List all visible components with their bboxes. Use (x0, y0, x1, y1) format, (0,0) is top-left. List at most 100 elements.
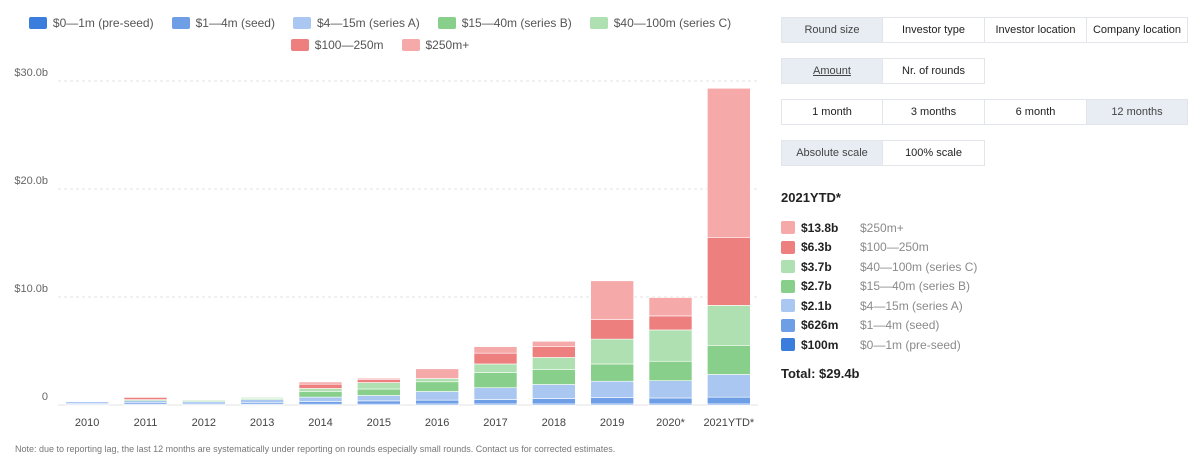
y-tick-label: $20.0b (14, 175, 48, 187)
legend-swatch (437, 17, 456, 29)
tab-amount[interactable]: Amount (781, 58, 883, 84)
summary-label: $250m+ (860, 220, 904, 235)
bar-segment (65, 401, 109, 404)
summary-row: $3.7b $40—100m (series C) (781, 257, 1181, 277)
legend-item-250m-plus[interactable]: $250m+ (401, 38, 469, 52)
legend-swatch (290, 39, 309, 51)
bar-segment (357, 388, 401, 396)
summary-value: $100m (801, 337, 839, 352)
x-tick-label: 2016 (425, 417, 449, 429)
summary-row: $2.7b $15—40m (series B) (781, 277, 1181, 297)
bar-segment (123, 397, 168, 400)
summary-row: $6.3b $100—250m (781, 238, 1181, 258)
tab-nr-of-rounds[interactable]: Nr. of rounds (882, 58, 985, 84)
summary-swatch (781, 221, 795, 235)
bar-segment (473, 352, 518, 365)
legend-item-pre-seed[interactable]: $0—1m (pre-seed) (28, 16, 154, 30)
legend-swatch (401, 39, 420, 51)
tab-company-location[interactable]: Company location (1086, 17, 1188, 43)
bar-segment (532, 398, 576, 405)
bar-segment (648, 297, 693, 317)
tab-6-month[interactable]: 6 month (984, 99, 1087, 125)
bar-segment (707, 237, 751, 306)
bar-segment (240, 399, 284, 404)
tab-investor-type[interactable]: Investor type (882, 17, 985, 43)
scale-tabs: Absolute scale 100% scale (781, 140, 1187, 166)
metric-tabs: Round size Investor type Investor locati… (781, 17, 1188, 43)
summary-row: $626m $1—4m (seed) (781, 316, 1181, 336)
summary-swatch (781, 338, 795, 352)
bar-segment (298, 388, 343, 393)
bar-segment (473, 387, 518, 400)
bar-segment (357, 382, 401, 390)
tab-3-months[interactable]: 3 months (882, 99, 985, 125)
legend-item-seed[interactable]: $1—4m (seed) (171, 16, 275, 30)
legend-label: $1—4m (seed) (195, 16, 275, 30)
bar-segment (415, 391, 459, 401)
tab-1-month[interactable]: 1 month (781, 99, 883, 125)
bar-segment (357, 400, 401, 405)
summary-label: $15—40m (series B) (860, 279, 971, 294)
summary-label: $100—250m (860, 240, 929, 255)
legend-item-series-a[interactable]: $4—15m (series A) (292, 16, 420, 30)
summary-value: $2.1b (801, 298, 832, 313)
legend-swatch (589, 17, 608, 29)
bar-segment (590, 363, 634, 382)
chart-legend: $0—1m (pre-seed) $1—4m (seed) $4—15m (se… (0, 16, 760, 52)
legend-item-series-b[interactable]: $15—40m (series B) (437, 16, 572, 30)
summary-value: $13.8b (801, 220, 839, 235)
tab-amount-label: Amount (813, 65, 851, 77)
tab-absolute-scale[interactable]: Absolute scale (781, 140, 883, 166)
summary-total: Total: $29.4b (781, 365, 860, 381)
bar-segment (473, 346, 518, 354)
summary-swatch (781, 318, 795, 332)
bar-segment (415, 381, 459, 392)
tab-100-percent-scale[interactable]: 100% scale (882, 140, 985, 166)
bar-segment (473, 399, 518, 405)
tab-investor-location[interactable]: Investor location (984, 17, 1087, 43)
x-tick-label: 2017 (483, 417, 507, 429)
x-tick-label: 2015 (367, 417, 391, 429)
summary-title: 2021YTD* (781, 190, 841, 205)
year-summary: 2021YTD* $13.8b $250m+ $6.3b $100—250m $3.… (781, 190, 1181, 381)
bar-segment (473, 372, 518, 389)
summary-swatch (781, 279, 795, 293)
bar-segment (415, 368, 459, 379)
bar-segment (707, 305, 751, 346)
summary-row: $13.8b $250m+ (781, 218, 1181, 238)
bar-segment (590, 280, 634, 320)
bar-segment (707, 396, 751, 405)
tab-12-months[interactable]: 12 months (1086, 99, 1188, 125)
x-tick-label: 2010 (75, 417, 99, 429)
bar-segment (648, 360, 693, 382)
bar-segment (707, 374, 751, 398)
bar-segment (298, 383, 343, 389)
legend-label: $15—40m (series B) (461, 16, 572, 30)
summary-value: $6.3b (801, 240, 832, 255)
bar-segment (123, 400, 168, 404)
summary-swatch (781, 240, 795, 254)
bar-segment (648, 315, 693, 331)
bar-segment (357, 377, 401, 380)
bar-segment (298, 396, 343, 402)
x-tick-label: 2020* (656, 417, 685, 429)
bar-segment (415, 378, 459, 383)
x-tick-label: 2012 (192, 417, 216, 429)
summary-label: $1—4m (seed) (860, 318, 940, 333)
bar-segment (240, 397, 284, 399)
summary-swatch (781, 260, 795, 274)
summary-value: $626m (801, 318, 839, 333)
tab-round-size[interactable]: Round size (781, 17, 883, 43)
bar-segment (648, 329, 693, 362)
legend-item-100-250m[interactable]: $100—250m (290, 38, 384, 52)
bar-segment (415, 399, 459, 405)
controls-panel: Round size Investor type Investor locati… (781, 17, 1188, 181)
legend-item-series-c[interactable]: $40—100m (series C) (589, 16, 732, 30)
bar-segment (357, 378, 401, 383)
summary-label: $40—100m (series C) (860, 259, 978, 274)
x-tick-label: 2014 (308, 417, 332, 429)
bar-segment (298, 401, 343, 405)
summary-value: $2.7b (801, 279, 832, 294)
x-tick-label: 2018 (542, 417, 566, 429)
legend-label: $40—100m (series C) (613, 16, 732, 30)
